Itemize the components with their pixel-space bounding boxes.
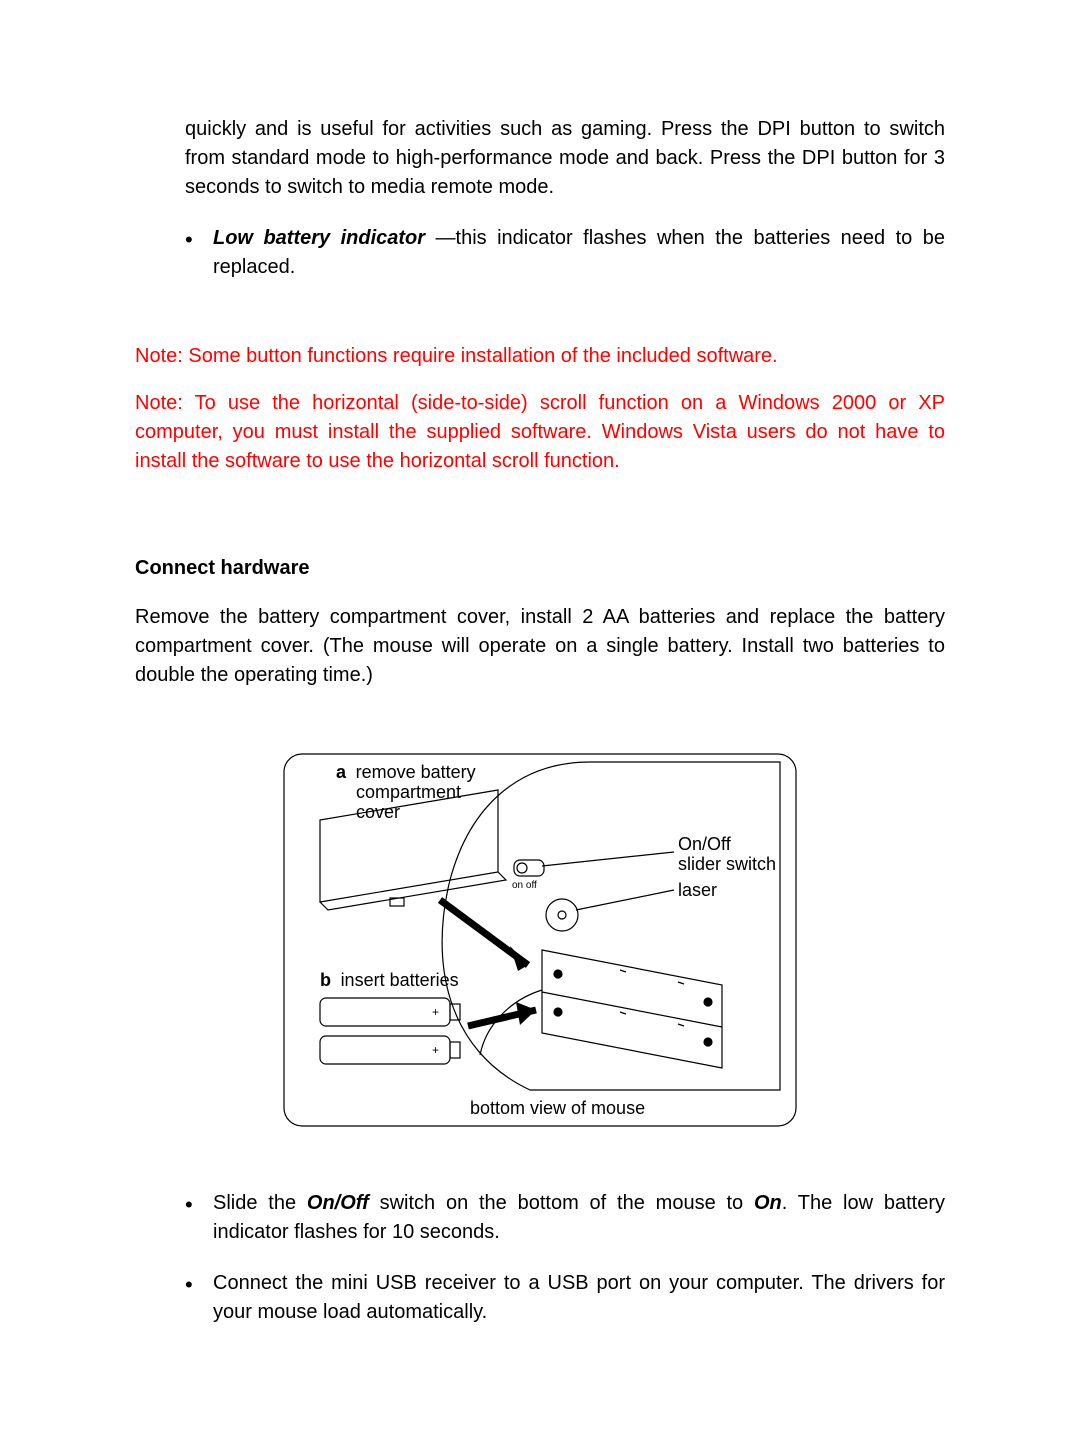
feature-sep: — — [425, 227, 455, 249]
text-pre: Slide the — [213, 1192, 307, 1214]
diagram-label-a-line2: compartment — [356, 782, 461, 802]
low-battery-bullet: Low battery indicator —this indicator fl… — [185, 224, 945, 282]
svg-text:+: + — [432, 1043, 439, 1057]
svg-text:+: + — [432, 1005, 439, 1019]
bullet-connect-receiver: Connect the mini USB receiver to a USB p… — [185, 1269, 945, 1327]
text-mid: switch on the bottom of the mouse to — [369, 1192, 754, 1214]
document-page: quickly and is useful for activities suc… — [0, 0, 1080, 1437]
onoff-em: On/Off — [307, 1192, 369, 1214]
feature-list: Low battery indicator —this indicator fl… — [185, 224, 945, 282]
diagram-label-bottom-view: bottom view of mouse — [470, 1098, 645, 1118]
on-em: On — [754, 1192, 782, 1214]
section-title-connect-hardware: Connect hardware — [135, 554, 945, 583]
diagram-label-b: b insert batteries — [320, 969, 459, 991]
bullet-slide-switch: Slide the On/Off switch on the bottom of… — [185, 1189, 945, 1247]
diagram-switch-caption: on off — [512, 880, 537, 891]
note-software-required: Note: Some button functions require inst… — [135, 342, 945, 371]
mouse-bottom-diagram: on off + + — [280, 750, 800, 1139]
connect-hardware-paragraph: Remove the battery compartment cover, in… — [135, 603, 945, 690]
note-horizontal-scroll: Note: To use the horizontal (side-to-sid… — [135, 389, 945, 476]
intro-continuation-paragraph: quickly and is useful for activities suc… — [185, 115, 945, 202]
diagram-label-a-line3: cover — [356, 802, 400, 822]
diagram-label-onoff-1: On/Off — [678, 834, 732, 854]
diagram-label-laser: laser — [678, 880, 717, 900]
bottom-bullet-list: Slide the On/Off switch on the bottom of… — [185, 1189, 945, 1327]
diagram-label-onoff-2: slider switch — [678, 854, 776, 874]
feature-term: Low battery indicator — [213, 227, 425, 249]
diagram-label-a: a remove battery — [336, 761, 476, 783]
diagram-svg: on off + + — [280, 750, 800, 1130]
